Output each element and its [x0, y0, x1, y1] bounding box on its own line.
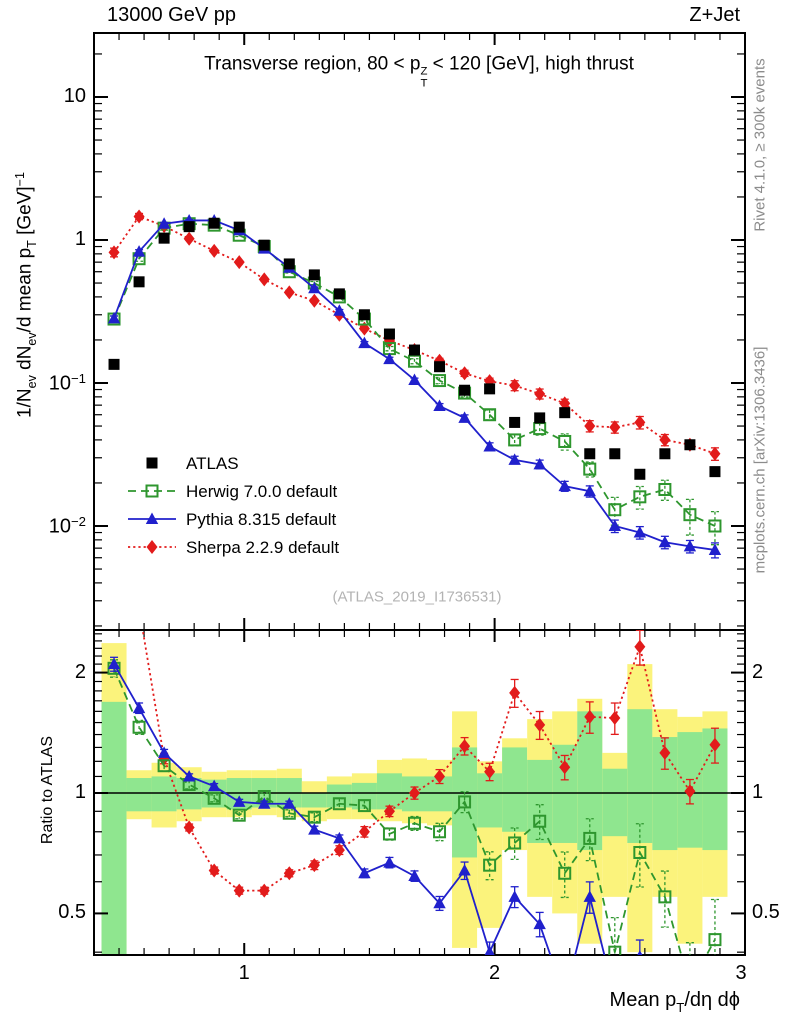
green-band-bin	[151, 776, 177, 812]
ratio-y-tick-label-left: 2	[74, 660, 86, 683]
axis-ticks	[94, 33, 746, 955]
herwig-error-bar	[660, 870, 669, 928]
ratio-y-tick-label-right: 2	[752, 660, 764, 683]
herwig-error-bar	[235, 811, 244, 820]
green-band-bin	[101, 701, 127, 955]
herwig-error-bar	[710, 510, 719, 546]
herwig-error-bar	[510, 827, 519, 861]
sherpa-ratio-series	[110, 467, 721, 898]
herwig-error-bar	[560, 851, 569, 899]
herwig-error-bar	[435, 376, 444, 385]
green-band-bin	[527, 759, 553, 843]
ratio-y-tick-label-left: 0.5	[58, 901, 86, 924]
mcplots-reference-label: mcplots.cern.ch [arXiv:1306.3436]	[751, 346, 769, 574]
herwig-error-bar	[485, 851, 494, 881]
herwig-error-bar	[660, 479, 669, 501]
legend-label-sherpa: Sherpa 2.2.9 default	[186, 538, 339, 557]
herwig-error-bar	[610, 916, 619, 955]
legend: ATLAS Herwig 7.0.0 default Pythia 8.315 de…	[128, 454, 339, 557]
green-band-bin	[126, 778, 152, 812]
sherpa-error-bar	[110, 467, 118, 491]
herwig-error-bar	[635, 485, 644, 510]
process-label: Z+Jet	[689, 4, 740, 26]
legend-label-herwig: Herwig 7.0.0 default	[186, 482, 337, 501]
herwig-error-bar	[310, 812, 319, 823]
x-axis-title: Mean pT/dη dϕ	[609, 989, 740, 1015]
x-tick-label: 1	[238, 962, 250, 984]
green-band-bin	[502, 747, 528, 832]
x-tick-label: 2	[489, 962, 501, 984]
x-tick-label: 3	[735, 962, 747, 984]
herwig-error-bar	[585, 818, 594, 862]
ratio-y-tick-label-left: 1	[74, 781, 86, 803]
sherpa-error-bar	[135, 600, 143, 617]
atlas-main-series	[108, 217, 721, 480]
rivet-version-label: Rivet 4.1.0, ≥ 300k events	[751, 58, 769, 232]
herwig-error-bar	[685, 498, 694, 536]
ratio-y-tick-label-right: 0.5	[752, 901, 780, 924]
herwig-error-bar	[460, 791, 469, 814]
green-band-bin	[376, 773, 402, 810]
pythia-error-bar	[561, 983, 569, 1011]
ratio-uncertainty-bands	[101, 643, 728, 955]
beam-energy-label: 13000 GeV pp	[107, 4, 236, 26]
herwig-error-bar	[685, 942, 694, 955]
pythia-ratio-series	[107, 656, 644, 1011]
green-band-bin	[301, 793, 327, 808]
green-band-bin	[627, 709, 653, 843]
ratio-y-tick-label-right: 1	[752, 781, 764, 803]
legend-label-atlas: ATLAS	[186, 454, 239, 473]
pythia-main-series	[107, 213, 722, 559]
sherpa-main-series	[108, 209, 721, 461]
herwig-error-bar	[635, 823, 644, 888]
herwig-error-bar	[385, 827, 394, 841]
herwig-ratio-series	[107, 659, 722, 955]
main-y-tick-label: 1	[74, 228, 86, 250]
legend-label-pythia: Pythia 8.315 default	[186, 510, 337, 529]
sherpa-line	[113, 215, 716, 455]
herwig-error-bar	[535, 804, 544, 841]
pythia-error-bar	[635, 939, 644, 955]
herwig-error-bar	[385, 345, 394, 352]
analysis-id-watermark: (ATLAS_2019_I1736531)	[332, 588, 502, 606]
main-y-tick-label: 10−1	[48, 371, 86, 395]
main-y-tick-label: 10−2	[48, 514, 86, 538]
herwig-error-bar	[285, 809, 294, 818]
green-band-bin	[602, 768, 628, 837]
main-y-tick-label: 10	[63, 85, 86, 107]
green-band-bin	[477, 773, 503, 828]
herwig-error-bar	[210, 794, 219, 803]
herwig-error-bar	[410, 358, 419, 365]
